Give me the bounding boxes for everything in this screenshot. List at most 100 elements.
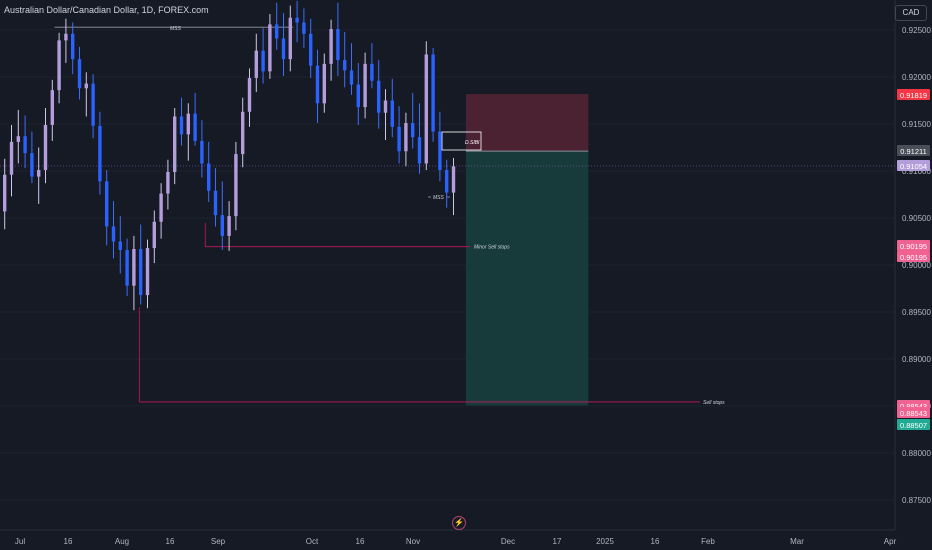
candle-body (132, 249, 136, 286)
time-tick-label: Sep (211, 537, 226, 546)
candle-body (220, 215, 224, 236)
candle-body (30, 153, 34, 177)
time-tick-label: 17 (553, 537, 562, 546)
candle-body (3, 174, 7, 212)
price-label-text: 0.91819 (900, 91, 927, 100)
candle-body (261, 50, 265, 72)
price-label-text: 0.90195 (900, 253, 927, 262)
candle-body (363, 63, 367, 108)
candle-body (179, 116, 184, 135)
price-tick-label: 0.88000 (902, 449, 931, 458)
candle-body (254, 50, 258, 78)
time-tick-label: 16 (651, 537, 660, 546)
mss-label: MSS (170, 26, 182, 32)
price-tick-label: 0.89000 (902, 355, 931, 364)
candle-body (57, 40, 61, 91)
candle-body (159, 193, 163, 222)
price-label-text: 0.88543 (900, 402, 927, 411)
candle-body (186, 113, 190, 135)
price-label-box (897, 419, 930, 430)
price-label-box (897, 89, 930, 100)
sibi-box (441, 131, 482, 151)
candle-body (247, 77, 252, 112)
candle-body (295, 17, 299, 23)
price-tick-label: 0.92000 (902, 73, 931, 82)
candle-body (16, 136, 20, 142)
candle-body (23, 136, 27, 154)
candle-body (145, 248, 150, 296)
take-profit-zone (465, 151, 589, 406)
candle-body (383, 100, 388, 113)
candle-body (213, 190, 218, 216)
time-tick-label: 16 (166, 537, 175, 546)
candle-body (268, 24, 272, 72)
candle-body (343, 60, 347, 71)
sibi-label: D.SIBI (465, 140, 480, 146)
candle-body (152, 221, 156, 249)
candle-body (125, 249, 129, 286)
candle-body (349, 70, 354, 85)
candle-body (139, 249, 143, 296)
candle-body (370, 63, 374, 81)
price-tick-label: 0.87500 (902, 496, 931, 505)
candle-body (200, 140, 204, 164)
price-label-text: 0.91211 (900, 147, 927, 156)
price-label-box (897, 407, 930, 418)
time-tick-label: Dec (501, 537, 515, 546)
candle-body (322, 63, 326, 104)
candle-body (281, 38, 286, 60)
candle-body (241, 111, 245, 155)
time-tick-label: 16 (64, 537, 73, 546)
candle-body (173, 116, 177, 172)
chart-title: Australian Dollar/Canadian Dollar, 1D, F… (4, 5, 209, 15)
minor-sell-stops-label: Minor Sell stops (474, 245, 510, 251)
candle-body (91, 83, 95, 126)
candle-body (275, 24, 279, 39)
time-tick-label: Nov (406, 537, 420, 546)
price-label-box (897, 145, 930, 156)
time-tick-label: Oct (306, 537, 319, 546)
time-tick-label: Apr (884, 537, 897, 546)
price-label-box (897, 251, 930, 262)
candle-body (207, 163, 211, 191)
currency-button[interactable]: CAD (895, 5, 927, 21)
candle-body (227, 216, 231, 236)
price-label-text: 0.91054 (900, 162, 927, 171)
time-tick-label: Feb (701, 537, 715, 546)
candle-body (50, 90, 54, 125)
time-tick-label: Mar (790, 537, 804, 546)
candle-body (166, 171, 170, 194)
candle-body (445, 170, 449, 193)
candle-body (77, 59, 82, 89)
price-tick-label: 0.91500 (902, 120, 931, 129)
candle-body (302, 22, 306, 34)
candle-body (431, 54, 435, 132)
flash-icon[interactable]: ⚡ (452, 516, 466, 530)
mss-bottom-label: MSS (433, 195, 445, 201)
price-label-box (897, 160, 930, 171)
price-label-text: 0.88507 (900, 421, 927, 430)
candle-body (397, 126, 401, 152)
candle-body (309, 33, 313, 66)
time-tick-label: Jul (15, 537, 25, 546)
candle-body (404, 123, 408, 152)
price-label-text: 0.90195 (900, 242, 927, 251)
candle-body (64, 33, 68, 41)
candle-body (424, 54, 428, 164)
candle-body (98, 125, 102, 182)
candle-body (390, 100, 394, 127)
candle-body (356, 84, 360, 108)
candle-body (377, 80, 381, 113)
candle-body (411, 123, 415, 138)
candle-body (417, 137, 422, 164)
price-tick-label: 0.89500 (902, 308, 931, 317)
price-tick-label: 0.90000 (902, 261, 931, 270)
time-tick-label: 16 (356, 537, 365, 546)
candle-body (37, 170, 41, 177)
candle-body (315, 65, 320, 104)
time-tick-label: Aug (115, 537, 129, 546)
candle-body (118, 241, 122, 250)
price-tick-label: 0.92500 (902, 26, 931, 35)
candle-body (329, 29, 333, 64)
